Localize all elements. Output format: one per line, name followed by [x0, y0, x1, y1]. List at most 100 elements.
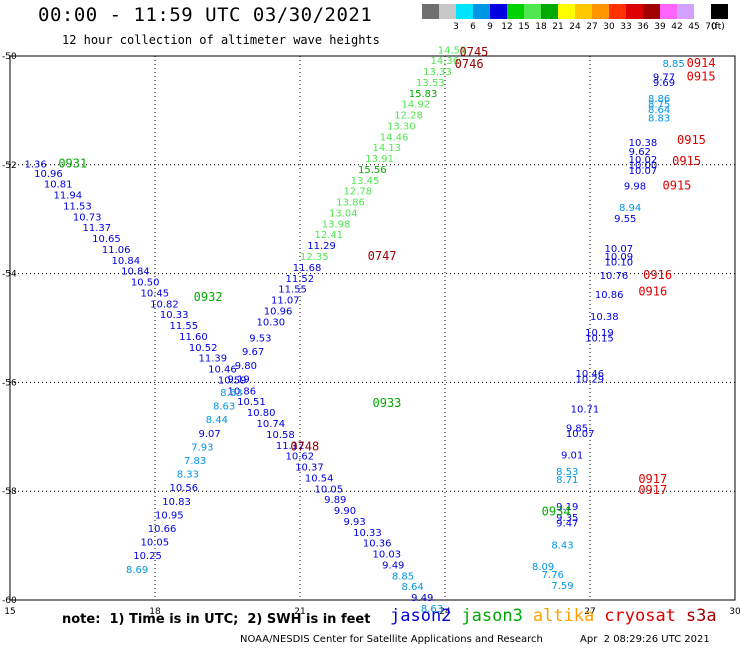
value-label: 11.52 [286, 274, 315, 285]
legend-label: 70 [705, 22, 717, 32]
value-label: 9.47 [556, 519, 578, 530]
track-point-label: 10.59 [218, 375, 247, 386]
value-label: 7.83 [184, 456, 206, 467]
value-label: 11.07 [271, 296, 300, 307]
value-label: 10.83 [162, 497, 191, 508]
page-subtitle: 12 hour collection of altimeter wave hei… [62, 33, 380, 47]
value-label: 8.86 [648, 94, 670, 105]
value-label: 10.25 [133, 551, 162, 562]
track-point-label: 8.64 [402, 582, 424, 593]
value-label: 8.33 [177, 470, 199, 481]
value-label: 10.76 [600, 271, 629, 282]
value-label: 10.07 [605, 244, 634, 255]
value-label: 13.04 [329, 208, 358, 219]
page-title: 00:00 - 11:59 UTC 03/30/2021 [38, 4, 373, 26]
value-label: 14.55 [438, 45, 467, 56]
value-label: 10.56 [170, 483, 199, 494]
credit-text: NOAA/NESDIS Center for Satellite Applica… [240, 634, 543, 645]
track-point-label: 11.06 [102, 245, 131, 256]
track-point-label: 10.86 [228, 386, 257, 397]
track-point-label: 10.82 [150, 299, 179, 310]
pass-id-label: 0914 [687, 56, 716, 70]
track-point-label: 9.90 [334, 506, 356, 517]
legend-swatch [473, 4, 490, 19]
value-label: 10.30 [257, 317, 286, 328]
legend-swatch [490, 4, 507, 19]
value-label: 9.35 [556, 513, 578, 524]
legend-label: 45 [688, 22, 700, 32]
generated-timestamp: Apr 2 08:29:26 UTC 2021 [580, 634, 710, 645]
legend-label: 12 [501, 22, 513, 32]
x-tick-label: 18 [149, 607, 161, 617]
track-point-label: 10.84 [112, 256, 141, 267]
x-tick-label: 30 [729, 607, 740, 617]
track-point-label: 10.73 [73, 212, 102, 223]
value-label: 14.13 [373, 143, 402, 154]
value-label: 13.30 [387, 121, 416, 132]
footnote: note: 1) Time is in UTC; 2) SWH is in fe… [62, 612, 371, 627]
x-tick-label: 21 [294, 607, 305, 617]
track-point-label: 10.52 [189, 343, 218, 354]
pass-id-label: 0917 [638, 472, 667, 486]
value-label: 10.15 [585, 334, 614, 345]
legend-label: 3 [453, 22, 459, 32]
value-label: 13.98 [322, 219, 351, 230]
legend-label: 9 [487, 22, 493, 32]
track-point-label: 10.74 [257, 419, 286, 430]
track-point-label: 9.89 [324, 495, 346, 506]
pass-id-label: 0916 [638, 284, 667, 298]
legend-swatch [660, 4, 677, 19]
value-label: 10.38 [629, 138, 658, 149]
satellite-legend: jason2 jason3 altika cryosat s3a [390, 606, 727, 626]
value-label: 8.94 [619, 203, 641, 214]
y-tick-label: -58 [2, 487, 17, 497]
pass-id-label: 0932 [194, 290, 223, 304]
legend-swatch [575, 4, 592, 19]
value-label: 15.83 [409, 89, 438, 100]
track-point-label: 9.49 [382, 560, 404, 571]
legend-swatch [694, 4, 711, 19]
value-label: 10.38 [590, 312, 619, 323]
x-tick-label: 27 [584, 607, 595, 617]
legend-label: 27 [586, 22, 598, 32]
track-point-label: 10.36 [363, 539, 392, 550]
legend-label: 39 [654, 22, 666, 32]
track-point-label: 10.58 [266, 430, 295, 441]
legend-swatch [456, 4, 473, 19]
pass-id-label: 0931 [58, 157, 87, 171]
legend-swatch [422, 4, 439, 19]
track-point-label: 10.51 [237, 397, 266, 408]
pass-id-label: 0746 [455, 57, 484, 71]
legend-swatch [643, 4, 660, 19]
pass-id-label: 0917 [638, 483, 667, 497]
legend-swatch [677, 4, 694, 19]
y-tick-label: -50 [2, 52, 17, 62]
track-point-label: 10.84 [121, 267, 150, 278]
value-label: 9.07 [199, 429, 221, 440]
track-point-label: 1.36 [25, 160, 47, 171]
value-label: 12.41 [315, 230, 344, 241]
value-label: 9.77 [653, 72, 675, 83]
track-point-label: 10.33 [353, 528, 382, 539]
value-label: 12.35 [300, 252, 329, 263]
satellite-altika: altika [532, 606, 595, 626]
legend-label: 21 [552, 22, 564, 32]
y-tick-label: -56 [2, 378, 17, 388]
value-label: 12.28 [394, 111, 423, 122]
value-label: 10.19 [585, 328, 614, 339]
value-label: 13.86 [336, 198, 365, 209]
legend-swatch [439, 4, 456, 19]
value-label: 10.10 [605, 257, 634, 268]
legend-label: 36 [637, 22, 649, 32]
track-point-label: 11.39 [199, 354, 228, 365]
value-label: 10.07 [629, 166, 658, 177]
legend-label: 18 [535, 22, 547, 32]
pass-id-label: 0748 [290, 439, 319, 453]
track-point-label: 11.37 [83, 223, 112, 234]
value-label: 9.62 [629, 147, 651, 158]
legend-swatch [711, 4, 728, 19]
value-label: 9.19 [228, 374, 250, 385]
value-label: 11.55 [278, 285, 307, 296]
value-label: 9.98 [624, 181, 646, 192]
